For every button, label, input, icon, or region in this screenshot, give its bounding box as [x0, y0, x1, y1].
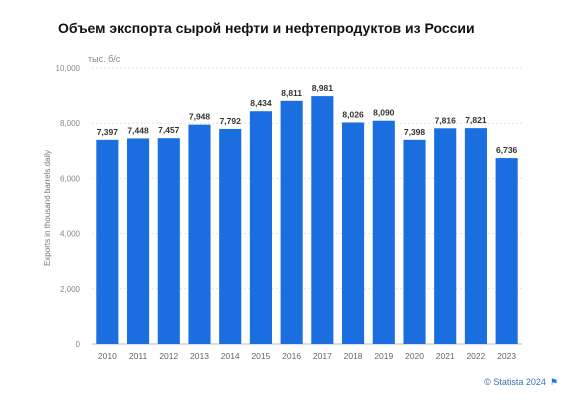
- value-label: 8,811: [281, 88, 302, 98]
- x-tick-label: 2019: [374, 351, 393, 361]
- credit-text: © Statista 2024: [484, 377, 546, 387]
- y-axis-label: Exports in thousand barrels daily: [43, 150, 52, 266]
- bar-2015[interactable]: [249, 111, 272, 344]
- x-tick-label: 2012: [159, 351, 178, 361]
- x-tick-label: 2017: [313, 351, 332, 361]
- bars: [96, 96, 518, 345]
- chart-title: Объем экспорта сырой нефти и нефтепродук…: [58, 20, 475, 36]
- x-tick-label: 2013: [190, 351, 209, 361]
- bar-2019[interactable]: [372, 120, 395, 344]
- gridlines: [92, 67, 522, 345]
- value-label: 7,398: [404, 127, 426, 137]
- value-label: 6,736: [496, 145, 518, 155]
- unit-label: тыс. б/с: [88, 54, 121, 64]
- x-axis-ticks: 2010 2011 2012 2013 2014 2015 2016 2017 2018 2019…: [98, 351, 516, 361]
- x-tick-label: 2011: [129, 351, 148, 361]
- value-label: 7,821: [465, 115, 487, 125]
- value-label: 7,397: [97, 127, 119, 137]
- flag-icon: ⚑: [549, 377, 558, 387]
- statista-credit[interactable]: © Statista 2024 ⚑: [484, 377, 558, 388]
- y-tick-label: 6,000: [60, 174, 81, 183]
- x-tick-label: 2022: [466, 351, 485, 361]
- bar-2012[interactable]: [157, 138, 180, 344]
- y-tick-label: 4,000: [60, 230, 81, 239]
- x-tick-label: 2018: [344, 351, 363, 361]
- bar-2011[interactable]: [127, 138, 150, 344]
- value-label: 8,090: [373, 108, 395, 118]
- bar-2010[interactable]: [96, 139, 119, 344]
- bar-2020[interactable]: [403, 139, 426, 344]
- value-label: 7,816: [435, 115, 457, 125]
- value-label: 8,981: [312, 83, 334, 93]
- value-label: 8,434: [250, 98, 272, 108]
- value-label: 7,448: [127, 125, 149, 135]
- x-tick-label: 2010: [98, 351, 117, 361]
- x-tick-label: 2016: [282, 351, 301, 361]
- x-tick-label: 2014: [221, 351, 240, 361]
- value-label: 7,792: [220, 116, 242, 126]
- y-tick-label: 10,000: [56, 64, 81, 73]
- value-label: 7,948: [189, 112, 211, 122]
- y-tick-label: 8,000: [60, 119, 81, 128]
- y-tick-label: 2,000: [60, 285, 81, 294]
- y-tick-label: 0: [76, 340, 81, 349]
- bar-2017[interactable]: [311, 96, 334, 345]
- x-tick-label: 2015: [251, 351, 270, 361]
- bar-2018[interactable]: [342, 122, 365, 345]
- x-tick-label: 2021: [436, 351, 455, 361]
- bar-2022[interactable]: [464, 128, 487, 344]
- value-labels: 7,397 7,448 7,457 7,948 7,792 8,434 8,811 8,981…: [97, 83, 518, 155]
- x-tick-label: 2020: [405, 351, 424, 361]
- bar-2023[interactable]: [495, 158, 518, 344]
- value-label: 8,026: [342, 109, 364, 119]
- value-label: 7,457: [158, 125, 180, 135]
- x-tick-label: 2023: [497, 351, 516, 361]
- y-axis-ticks: 0 2,000 4,000 6,000 8,000 10,000: [56, 64, 81, 349]
- bar-2021[interactable]: [434, 128, 457, 344]
- bar-2016[interactable]: [280, 100, 303, 344]
- bar-2014[interactable]: [219, 128, 242, 344]
- bar-2013[interactable]: [188, 124, 211, 345]
